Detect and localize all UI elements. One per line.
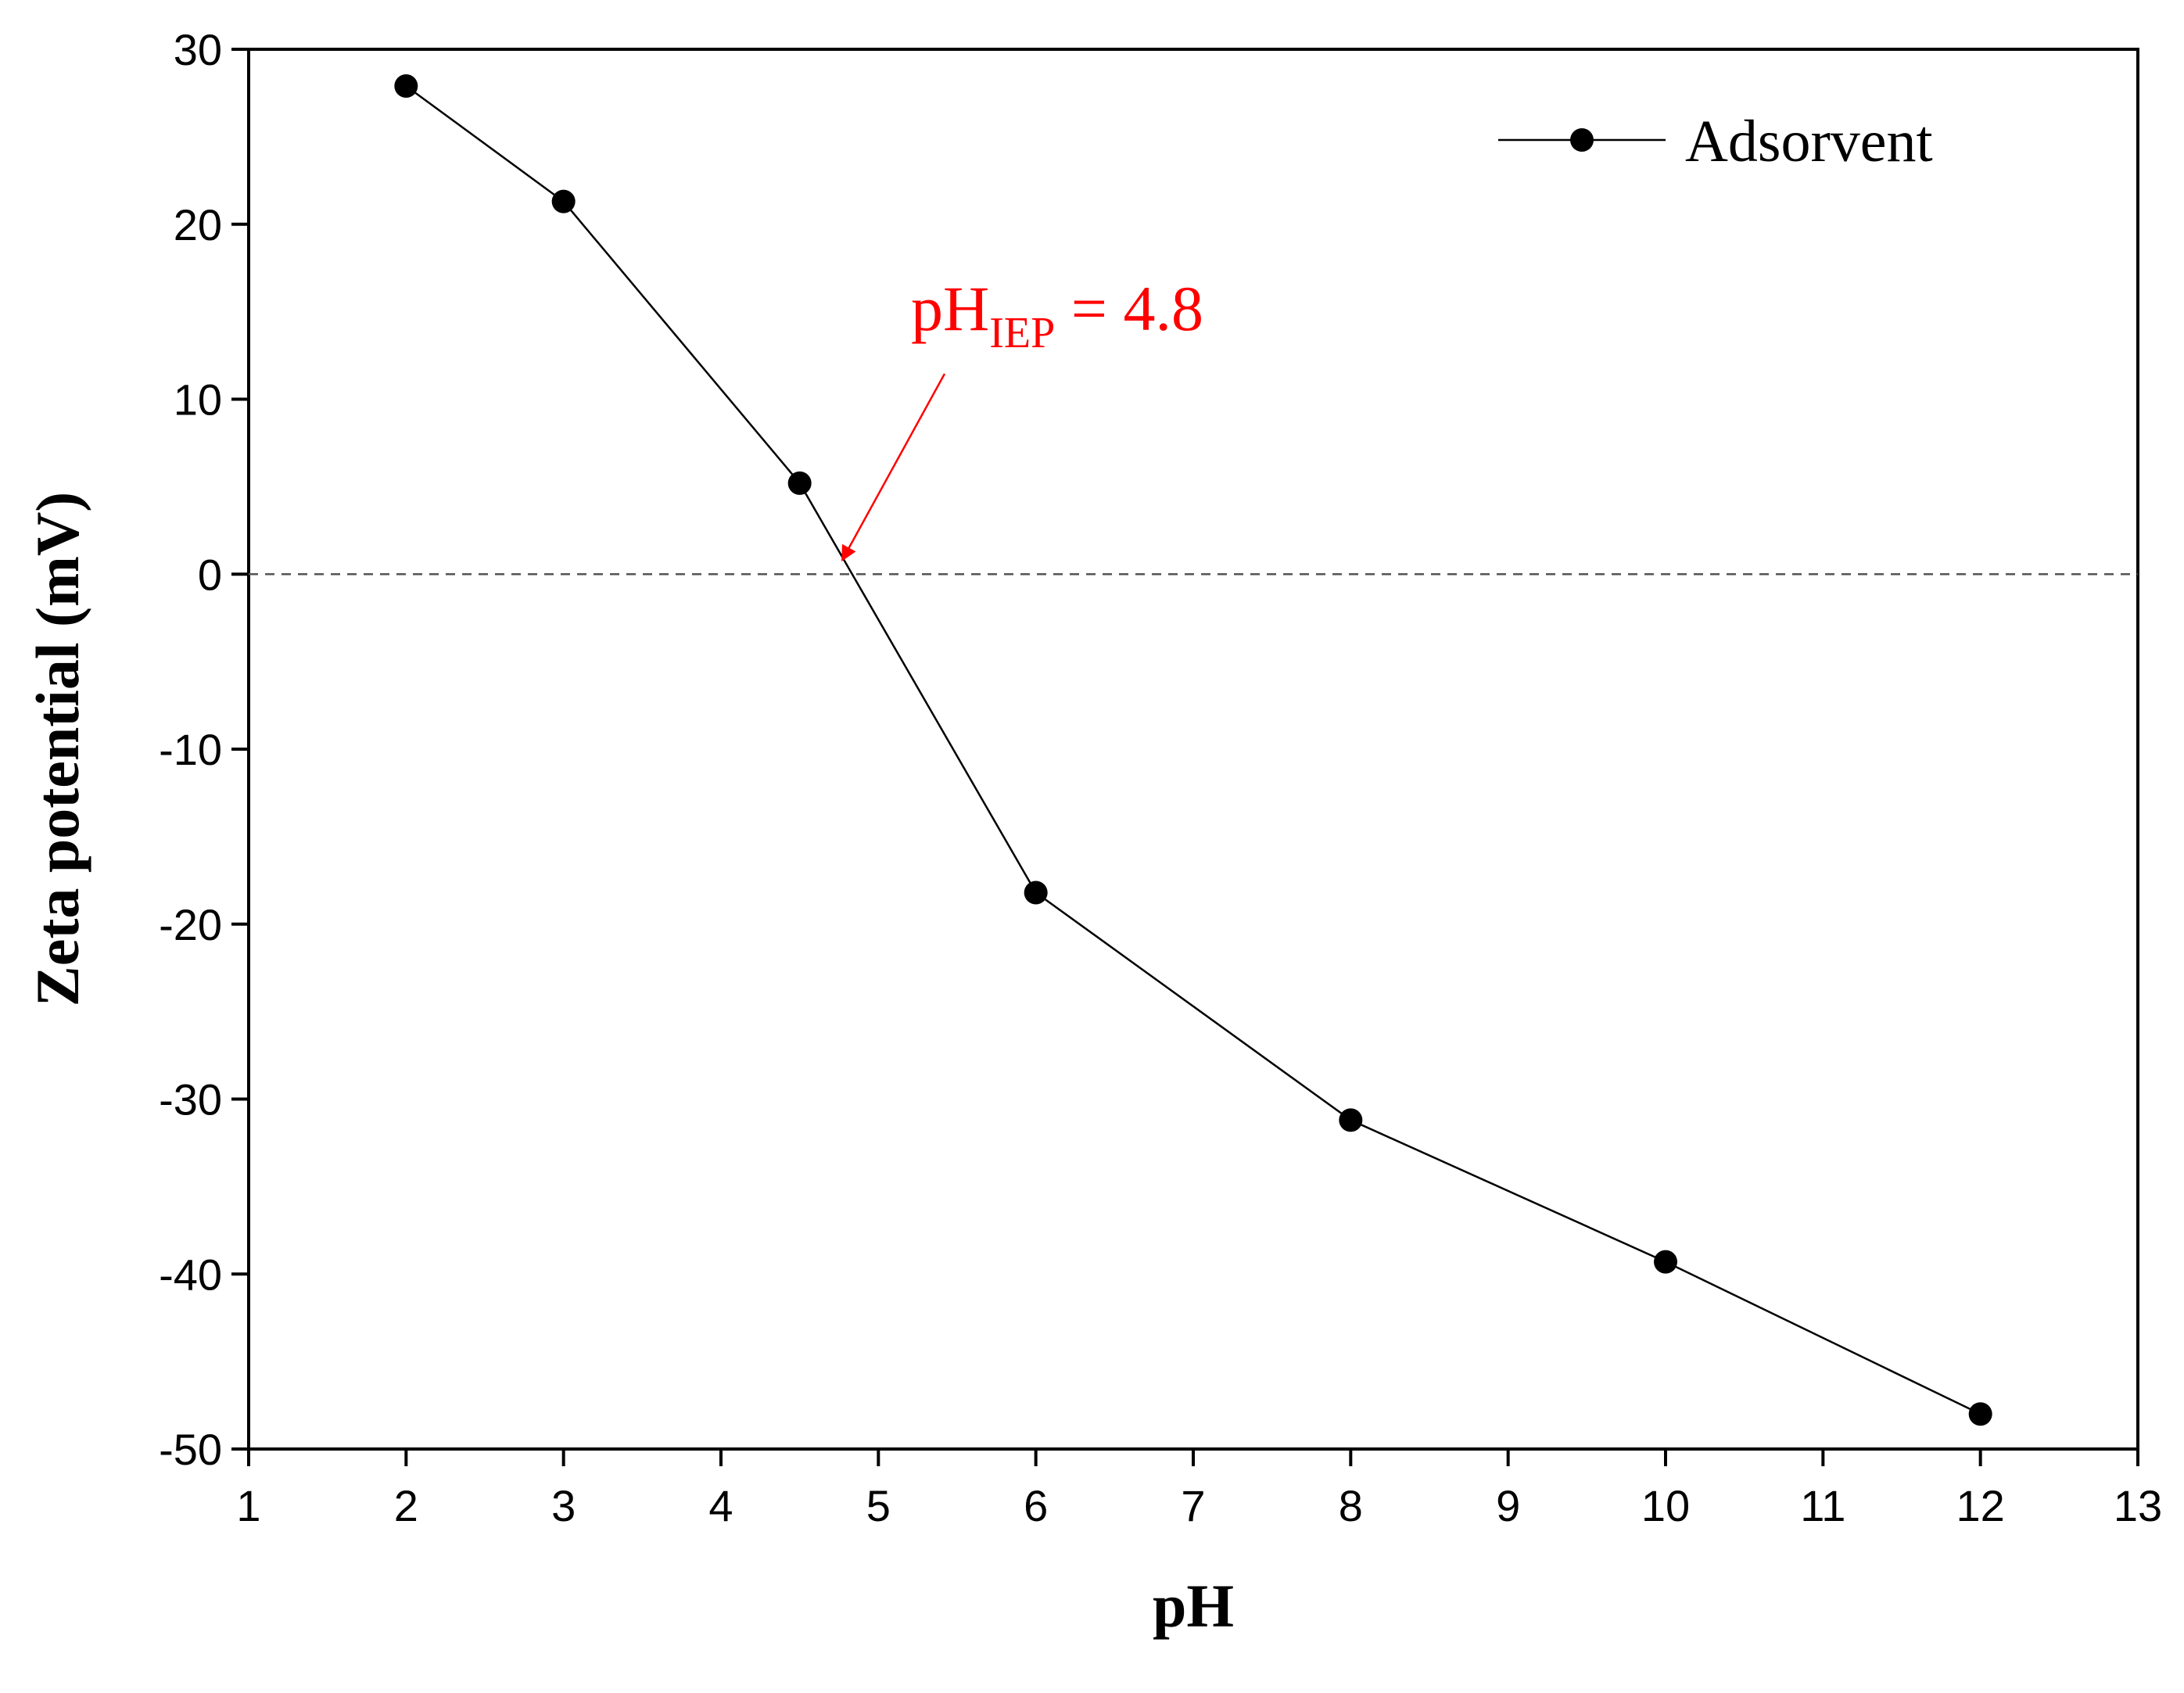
x-tick-label: 11	[1800, 1481, 1845, 1530]
x-tick-label: 8	[1339, 1481, 1363, 1530]
data-point	[551, 189, 576, 213]
iep-annotation-label: pHIEP = 4.8	[911, 273, 1203, 357]
data-point	[1339, 1108, 1363, 1132]
iep-arrow	[841, 373, 946, 562]
legend: Adsorvent	[1498, 109, 1933, 174]
x-tick-label: 9	[1496, 1481, 1520, 1530]
y-axis-title: Zeta potential (mV)	[23, 492, 91, 1007]
x-axis: 1 2 3 4 5 6 7 8 9 10 11 12 13	[236, 1449, 2162, 1530]
plot-frame	[247, 48, 2139, 1451]
y-tick-label: -20	[159, 900, 222, 949]
x-tick-label: 3	[551, 1481, 576, 1530]
y-tick-label: -10	[159, 725, 222, 774]
data-point	[394, 74, 418, 98]
x-axis-title: pH	[1153, 1572, 1234, 1640]
iep-annotation: pHIEP = 4.8	[841, 273, 1203, 562]
y-tick-label: 10	[174, 375, 222, 425]
y-tick-label: 0	[198, 550, 222, 599]
legend-label: Adsorvent	[1685, 109, 1933, 174]
data-point	[1968, 1402, 1992, 1426]
y-tick-label: -40	[159, 1250, 222, 1299]
x-tick-label: 5	[866, 1481, 891, 1530]
x-tick-label: 6	[1024, 1481, 1048, 1530]
y-tick-label: 20	[174, 200, 222, 249]
data-point	[1654, 1250, 1677, 1274]
x-tick-label: 2	[394, 1481, 418, 1530]
y-tick-label: -30	[159, 1075, 222, 1124]
x-tick-label: 7	[1181, 1481, 1205, 1530]
series-markers	[394, 74, 1992, 1426]
x-tick-label: 1	[236, 1481, 260, 1530]
legend-marker	[1570, 128, 1594, 152]
y-axis: 30 20 10 0 -10 -20 -30 -40 -50	[159, 25, 249, 1474]
y-tick-label: 30	[174, 25, 222, 74]
iep-annotation-main: pH	[911, 273, 989, 344]
x-tick-label: 13	[2114, 1481, 2162, 1530]
data-point	[1024, 881, 1048, 905]
data-point	[787, 471, 812, 495]
iep-annotation-subscript: IEP	[989, 309, 1055, 357]
x-tick-label: 12	[1956, 1481, 2005, 1530]
iep-annotation-suffix: = 4.8	[1055, 273, 1203, 344]
x-tick-label: 10	[1641, 1481, 1690, 1530]
y-tick-label: -50	[159, 1425, 222, 1474]
x-tick-label: 4	[708, 1481, 733, 1530]
